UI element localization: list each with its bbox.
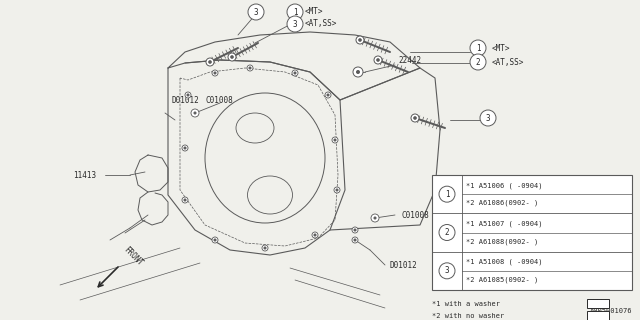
Text: C01008: C01008: [402, 211, 429, 220]
Circle shape: [191, 109, 199, 117]
Circle shape: [184, 199, 186, 201]
Circle shape: [374, 56, 382, 64]
Circle shape: [184, 147, 186, 149]
Text: 11413: 11413: [73, 171, 96, 180]
Circle shape: [376, 59, 380, 61]
Text: *2 A61088(0902- ): *2 A61088(0902- ): [466, 238, 538, 244]
Circle shape: [411, 114, 419, 122]
Text: 1: 1: [445, 190, 449, 199]
Circle shape: [480, 110, 496, 126]
Circle shape: [374, 217, 376, 219]
Text: <MT>: <MT>: [305, 6, 323, 15]
Text: *1 A51008 ( -0904): *1 A51008 ( -0904): [466, 259, 543, 265]
Circle shape: [185, 92, 191, 98]
Bar: [587, 299, 609, 308]
Circle shape: [230, 55, 234, 59]
Circle shape: [287, 16, 303, 32]
Text: *1 A51006 ( -0904): *1 A51006 ( -0904): [466, 182, 543, 188]
Circle shape: [354, 239, 356, 241]
Text: *2 with no washer: *2 with no washer: [432, 313, 504, 319]
Circle shape: [334, 187, 340, 193]
Circle shape: [352, 227, 358, 233]
Text: *1 A51007 ( -0904): *1 A51007 ( -0904): [466, 220, 543, 227]
Text: *2 A61086(0902- ): *2 A61086(0902- ): [466, 200, 538, 206]
Circle shape: [182, 145, 188, 151]
Circle shape: [353, 67, 363, 77]
Text: D01012: D01012: [390, 260, 418, 269]
Text: <AT,SS>: <AT,SS>: [305, 19, 337, 28]
Circle shape: [352, 237, 358, 243]
Text: 2: 2: [445, 228, 449, 237]
Circle shape: [247, 65, 253, 71]
Circle shape: [470, 40, 486, 56]
Text: C01008: C01008: [205, 95, 233, 105]
Circle shape: [354, 229, 356, 231]
Text: FRONT: FRONT: [122, 245, 145, 268]
Circle shape: [439, 186, 455, 202]
Circle shape: [325, 92, 331, 98]
Circle shape: [413, 116, 417, 119]
Circle shape: [228, 53, 236, 61]
Circle shape: [294, 72, 296, 74]
Circle shape: [334, 139, 336, 141]
Circle shape: [182, 197, 188, 203]
Text: A005001076: A005001076: [589, 308, 632, 314]
Circle shape: [262, 245, 268, 251]
Text: 1: 1: [476, 44, 480, 52]
Circle shape: [314, 234, 316, 236]
Circle shape: [214, 239, 216, 241]
Circle shape: [358, 38, 362, 42]
Text: 2: 2: [476, 58, 480, 67]
Text: 3: 3: [253, 7, 259, 17]
Circle shape: [371, 214, 379, 222]
Text: D01012: D01012: [172, 95, 200, 105]
Text: *2 A61085(0902- ): *2 A61085(0902- ): [466, 276, 538, 283]
Circle shape: [187, 94, 189, 96]
Circle shape: [194, 112, 196, 114]
Bar: [432, 175, 632, 290]
Circle shape: [356, 70, 360, 74]
Circle shape: [206, 58, 214, 66]
Circle shape: [356, 36, 364, 44]
Circle shape: [264, 247, 266, 249]
Circle shape: [214, 72, 216, 74]
Text: 1: 1: [292, 7, 298, 17]
Circle shape: [209, 60, 211, 63]
Circle shape: [248, 4, 264, 20]
Circle shape: [212, 70, 218, 76]
Circle shape: [212, 237, 218, 243]
Circle shape: [287, 4, 303, 20]
Text: *1 with a washer: *1 with a washer: [432, 301, 500, 307]
Circle shape: [332, 137, 338, 143]
Bar: [587, 311, 609, 320]
Circle shape: [336, 189, 338, 191]
Text: 22442: 22442: [398, 55, 421, 65]
Circle shape: [312, 232, 318, 238]
Circle shape: [327, 94, 329, 96]
Circle shape: [292, 70, 298, 76]
Circle shape: [439, 263, 455, 279]
Text: <MT>: <MT>: [492, 44, 511, 52]
Text: 3: 3: [292, 20, 298, 28]
Circle shape: [249, 67, 251, 69]
Text: 3: 3: [445, 266, 449, 275]
Text: 3: 3: [486, 114, 490, 123]
Circle shape: [470, 54, 486, 70]
Text: <AT,SS>: <AT,SS>: [492, 58, 524, 67]
Circle shape: [439, 225, 455, 241]
